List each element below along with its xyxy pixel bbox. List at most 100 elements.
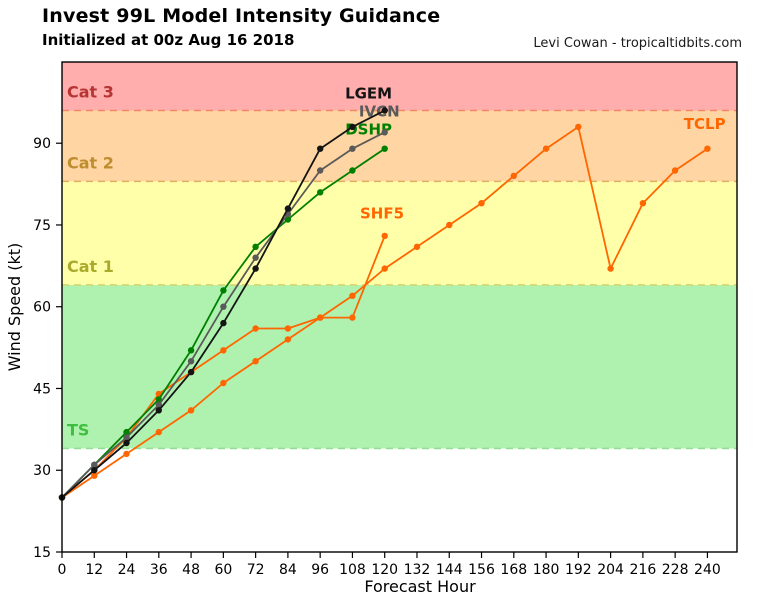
x-tick-label: 168	[500, 562, 527, 578]
data-point	[155, 396, 162, 403]
x-axis-label: Forecast Hour	[364, 577, 476, 596]
data-point	[381, 265, 388, 272]
y-tick-label: 75	[33, 218, 51, 234]
data-point	[187, 407, 195, 414]
x-tick-label: 120	[371, 562, 398, 578]
series-tclp: TCLP	[58, 115, 726, 501]
data-point	[284, 216, 292, 223]
data-point	[349, 123, 356, 131]
data-point	[123, 450, 130, 458]
x-tick-label: 60	[214, 562, 232, 578]
data-point	[155, 407, 162, 414]
data-point	[510, 172, 517, 180]
data-point	[123, 434, 130, 441]
data-point	[155, 401, 162, 408]
data-point	[381, 129, 388, 136]
series-label-ivcn: IVCN	[359, 103, 400, 121]
data-point	[91, 461, 98, 468]
band-ts	[62, 284, 737, 449]
data-point	[381, 232, 388, 240]
x-tick-label: 216	[630, 562, 657, 578]
data-point	[284, 205, 292, 212]
data-point	[671, 167, 679, 174]
data-point	[413, 243, 421, 250]
band-cat-3	[62, 62, 737, 111]
data-point	[381, 145, 388, 152]
y-tick-label: 30	[33, 463, 51, 479]
data-point	[607, 265, 614, 272]
series-lgem: LGEM	[58, 85, 392, 501]
x-tick-label: 240	[694, 562, 721, 578]
x-tick-label: 96	[311, 562, 329, 578]
data-point	[284, 336, 292, 343]
x-tick-label: 24	[118, 562, 136, 578]
credit-watermark: Levi Cowan - tropicaltidbits.com	[533, 36, 742, 51]
data-point	[284, 325, 292, 332]
y-tick-label: 45	[33, 381, 51, 397]
x-tick-label: 144	[436, 562, 463, 578]
data-point	[446, 221, 453, 229]
data-point	[349, 145, 356, 152]
data-point	[317, 145, 324, 152]
y-tick-label: 15	[33, 545, 51, 561]
band-label-cat-3: Cat 3	[67, 82, 114, 101]
band-label-ts: TS	[67, 420, 89, 439]
data-point	[155, 428, 162, 436]
data-point	[91, 467, 98, 474]
x-tick-label: 108	[339, 562, 366, 578]
series-label-tclp: TCLP	[684, 115, 726, 133]
band-label-cat-2: Cat 2	[67, 153, 114, 172]
data-point	[252, 265, 259, 272]
data-point	[349, 292, 356, 299]
data-point	[187, 358, 195, 365]
data-point	[123, 428, 130, 436]
data-point	[349, 167, 356, 174]
x-tick-label: 192	[565, 562, 592, 578]
band-cat-1	[62, 181, 737, 285]
data-point	[381, 107, 388, 114]
x-tick-label: 12	[85, 562, 103, 578]
x-tick-label: 132	[404, 562, 431, 578]
data-point	[252, 243, 259, 250]
data-point	[349, 314, 356, 321]
data-point	[187, 368, 195, 376]
category-band-layer: TS Cat 1 Cat 2 Cat 3	[62, 62, 737, 450]
y-axis-label: Wind Speed (kt)	[5, 243, 24, 372]
x-tick-label: 48	[182, 562, 200, 578]
data-point	[639, 200, 647, 207]
data-point	[317, 167, 324, 174]
data-point	[220, 347, 227, 354]
data-point	[220, 287, 227, 294]
x-tick-label: 204	[597, 562, 624, 578]
series-shf5: SHF5	[58, 204, 404, 501]
data-point	[317, 314, 324, 321]
chart-title: Invest 99L Model Intensity Guidance	[42, 5, 441, 27]
x-tick-label: 228	[662, 562, 689, 578]
series-label-shf5: SHF5	[360, 204, 404, 222]
data-point	[704, 145, 711, 152]
x-tick-label: 180	[533, 562, 560, 578]
data-point	[575, 123, 582, 131]
data-point	[220, 379, 227, 387]
band-cat-2	[62, 110, 737, 182]
data-point	[542, 145, 550, 152]
data-point	[478, 200, 485, 207]
data-point	[220, 303, 227, 310]
y-tick-label: 60	[33, 300, 51, 316]
data-point	[123, 439, 130, 447]
data-point	[252, 325, 259, 332]
data-point	[317, 189, 324, 196]
data-point	[220, 319, 227, 327]
data-point	[187, 347, 195, 354]
data-point	[252, 358, 259, 365]
x-tick-label: 72	[247, 562, 265, 578]
x-tick-label: 0	[58, 562, 67, 578]
x-tick-label: 84	[279, 562, 297, 578]
x-tick-label: 36	[150, 562, 168, 578]
data-point	[91, 472, 98, 479]
x-tick-label: 156	[468, 562, 495, 578]
data-point	[252, 254, 259, 261]
